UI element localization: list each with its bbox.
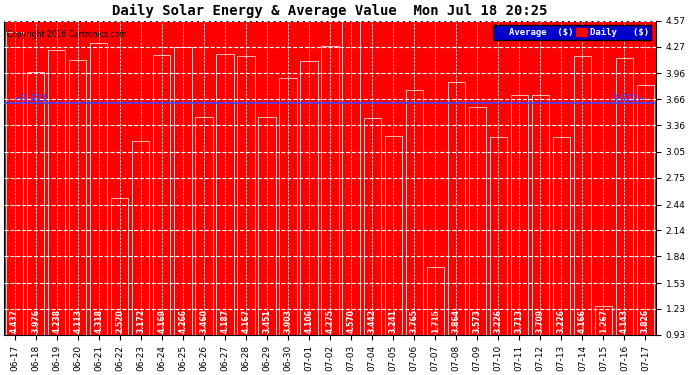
Bar <box>426 267 444 335</box>
Bar <box>511 95 528 335</box>
Bar <box>90 43 108 335</box>
Text: 4.187: 4.187 <box>220 309 230 333</box>
Text: 4.143: 4.143 <box>620 309 629 333</box>
Text: 3.172: 3.172 <box>137 309 146 333</box>
Bar <box>279 78 297 335</box>
Bar <box>553 137 570 335</box>
Bar <box>490 137 507 335</box>
Text: 3.460: 3.460 <box>199 309 208 333</box>
Legend: Average  ($), Daily   ($): Average ($), Daily ($) <box>493 26 651 40</box>
Text: 3.621→: 3.621→ <box>612 94 645 103</box>
Text: 3.226: 3.226 <box>494 309 503 333</box>
Text: 4.437: 4.437 <box>10 309 19 333</box>
Text: 4.169: 4.169 <box>157 309 166 333</box>
Text: 2.520: 2.520 <box>115 309 124 333</box>
Bar <box>132 141 150 335</box>
Text: 3.976: 3.976 <box>31 309 40 333</box>
Title: Daily Solar Energy & Average Value  Mon Jul 18 20:25: Daily Solar Energy & Average Value Mon J… <box>112 4 548 18</box>
Bar <box>153 56 170 335</box>
Text: 4.166: 4.166 <box>578 309 587 333</box>
Bar <box>195 117 213 335</box>
Bar <box>258 117 275 335</box>
Bar <box>532 95 549 335</box>
Bar <box>616 58 633 335</box>
Text: ←3.621: ←3.621 <box>14 94 48 103</box>
Text: 4.266: 4.266 <box>179 309 188 333</box>
Text: 3.903: 3.903 <box>284 309 293 333</box>
Bar <box>342 21 359 335</box>
Text: 3.241: 3.241 <box>388 309 397 333</box>
Text: 3.442: 3.442 <box>368 309 377 333</box>
Text: 3.713: 3.713 <box>515 309 524 333</box>
Text: 3.826: 3.826 <box>641 309 650 333</box>
Bar <box>111 198 128 335</box>
Bar <box>384 135 402 335</box>
Bar <box>637 85 654 335</box>
Bar <box>574 56 591 335</box>
Text: 3.709: 3.709 <box>536 309 545 333</box>
Bar <box>364 118 381 335</box>
Text: 4.113: 4.113 <box>73 309 82 333</box>
Bar <box>48 50 66 335</box>
Bar <box>322 46 339 335</box>
Text: 1.715: 1.715 <box>431 309 440 333</box>
Bar <box>448 82 465 335</box>
Bar <box>217 54 234 335</box>
Text: 4.570: 4.570 <box>346 309 355 333</box>
Text: 3.765: 3.765 <box>410 309 419 333</box>
Text: 3.226: 3.226 <box>557 309 566 333</box>
Text: 4.275: 4.275 <box>326 309 335 333</box>
Text: 3.451: 3.451 <box>262 309 271 333</box>
Bar <box>175 47 192 335</box>
Bar <box>27 72 44 335</box>
Bar <box>237 56 255 335</box>
Bar <box>406 90 423 335</box>
Bar <box>6 32 23 335</box>
Bar <box>69 60 86 335</box>
Bar <box>300 61 317 335</box>
Text: 3.573: 3.573 <box>473 309 482 333</box>
Bar <box>595 306 612 335</box>
Text: 1.267: 1.267 <box>599 309 608 333</box>
Text: 4.106: 4.106 <box>304 309 313 333</box>
Text: Copyright 2016 Cartronics.com: Copyright 2016 Cartronics.com <box>8 30 127 39</box>
Bar <box>469 107 486 335</box>
Text: 4.167: 4.167 <box>241 309 250 333</box>
Text: 3.864: 3.864 <box>452 309 461 333</box>
Text: 4.318: 4.318 <box>95 309 103 333</box>
Text: 4.238: 4.238 <box>52 309 61 333</box>
